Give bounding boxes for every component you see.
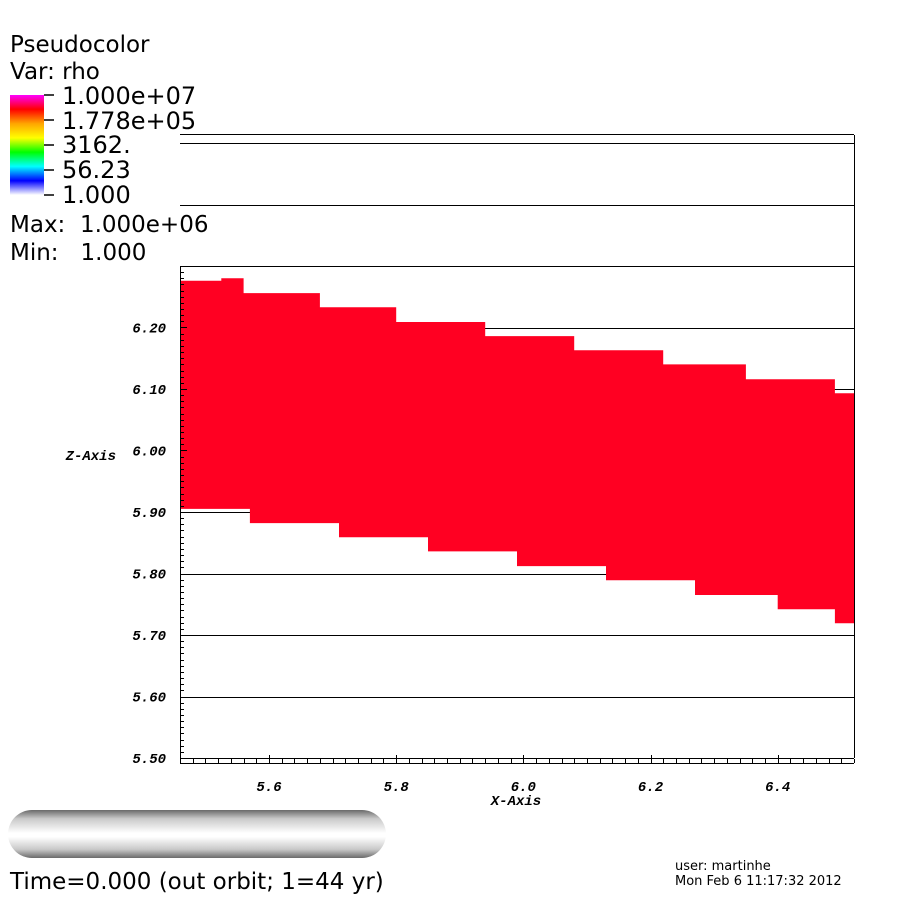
legend-min: Min: 1.000 [10,239,146,267]
y-tick-label: 5.60 [132,691,166,707]
legend-max-label: Max: [10,212,66,238]
x-tick-label: 6.0 [511,780,536,796]
x-axis-label: X-Axis [490,794,541,810]
legend-colorbar-rect [10,95,44,195]
legend-min-label: Min: [10,240,59,266]
y-axis-label: Z-Axis [65,449,116,465]
date-info: Mon Feb 6 11:17:32 2012 [675,874,842,889]
legend-label-2: 1.778e+05 [62,107,197,135]
axes [180,134,855,764]
legend-var-label: Var: rho [10,59,100,85]
legend-colorbar [10,95,44,195]
user-info: user: martinhe [675,859,771,874]
legend-label-3: 3162. [62,131,131,159]
x-tick-label: 5.6 [256,780,282,796]
legend-max: Max: 1.000e+06 [10,211,208,239]
x-tick-label: 5.8 [384,780,410,796]
legend-max-value: 1.000e+06 [79,212,209,238]
x-tick-label: 6.4 [765,780,790,796]
y-tick-label: 6.10 [132,383,166,399]
time-slider[interactable] [8,810,386,858]
legend-title: Pseudocolor [10,32,150,58]
legend-label-5: 1.000 [62,181,131,209]
data-region-group [180,278,854,624]
time-annotation: Time=0.000 (out orbit; 1=44 yr) [10,869,384,895]
y-tick-label: 6.00 [132,445,166,461]
data-region [180,278,854,624]
legend-label-1: 1.000e+07 [62,82,197,110]
legend-ticks [44,94,54,196]
y-tick-label: 5.50 [132,752,166,768]
y-tick-label: 6.20 [132,322,166,338]
y-tick-label: 5.70 [132,629,166,645]
tick-labels: 5.50 5.60 5.70 5.80 5.90 6.00 6.10 6.20 5.6 5.8 6.… [132,322,790,797]
x-tick-label: 6.2 [638,780,664,796]
legend-min-value: 1.000 [80,240,147,266]
legend-label-4: 56.23 [62,156,131,184]
y-tick-label: 5.80 [132,568,166,584]
y-tick-label: 5.90 [132,506,166,522]
